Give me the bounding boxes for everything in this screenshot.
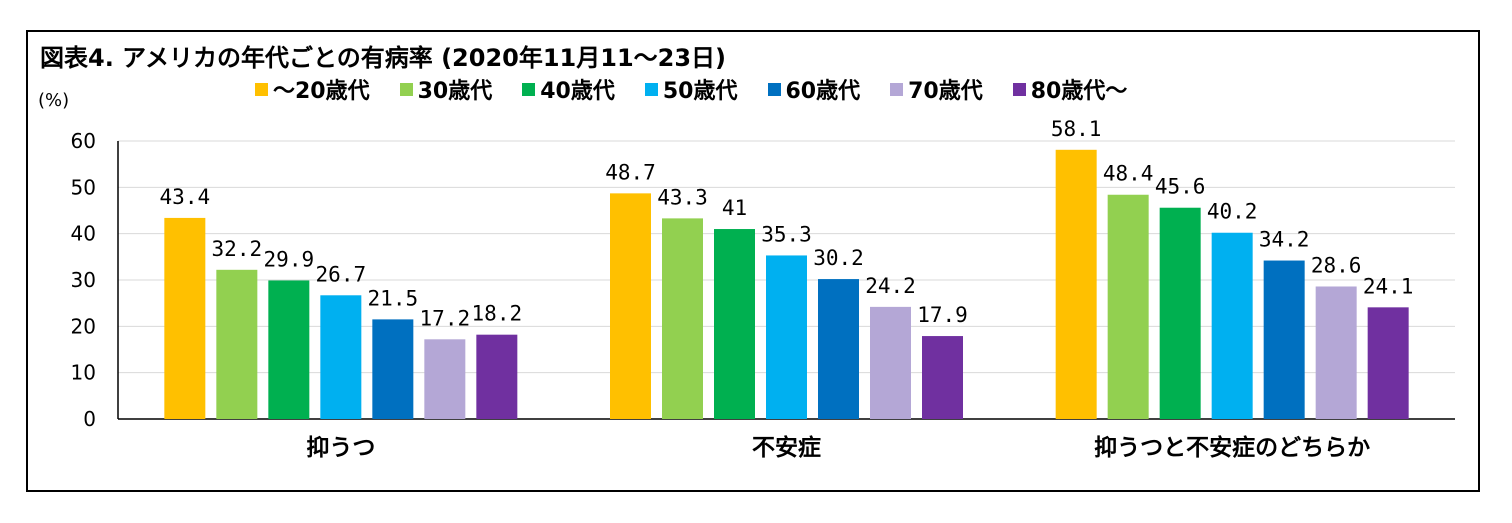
data-label: 58.1 — [1051, 117, 1102, 141]
data-label: 30.2 — [813, 246, 864, 270]
legend-item-6: 70歳代 — [890, 73, 983, 105]
bar — [476, 334, 518, 419]
data-label: 35.3 — [761, 222, 812, 246]
legend-label: 70歳代 — [908, 79, 983, 104]
bar — [1055, 149, 1097, 419]
legend-label: 50歳代 — [662, 79, 738, 104]
bar — [1107, 194, 1149, 419]
legend-label: 40歳代 — [540, 79, 615, 104]
bar — [610, 193, 651, 419]
data-label: 24.1 — [1363, 274, 1414, 298]
data-label: 32.2 — [212, 237, 263, 261]
data-label: 43.4 — [160, 185, 211, 209]
legend-swatch — [522, 82, 536, 96]
legend-swatch — [767, 82, 781, 96]
legend: ～20歳代 30歳代 40歳代 50歳代 60歳代 70歳代 80歳代～ — [255, 74, 1157, 104]
legend-item-3: 40歳代 — [522, 73, 615, 105]
y-tick-label: 30 — [71, 268, 96, 292]
data-label: 45.6 — [1155, 175, 1206, 199]
legend-swatch — [890, 82, 904, 96]
data-label: 28.6 — [1311, 253, 1362, 277]
legend-item-4: 50歳代 — [644, 73, 738, 105]
data-label: 48.4 — [1103, 162, 1154, 186]
data-label: 29.9 — [264, 247, 315, 271]
y-tick-label: 60 — [71, 129, 96, 153]
bar — [1315, 286, 1357, 419]
chart-title: 図表4. アメリカの年代ごとの有病率 (2020年11月11～23日) — [40, 44, 727, 72]
data-label: 40.2 — [1207, 200, 1258, 224]
x-category-label: 抑うつ — [306, 435, 375, 461]
bar — [268, 280, 310, 419]
legend-item-5: 60歳代 — [767, 73, 861, 105]
data-label: 43.3 — [657, 185, 708, 209]
legend-label: 80歳代～ — [1030, 79, 1128, 104]
legend-item-7: 80歳代～ — [1012, 73, 1128, 105]
legend-swatch — [399, 82, 413, 96]
bar — [320, 295, 362, 419]
data-label: 17.2 — [420, 306, 471, 330]
data-label: 21.5 — [368, 286, 419, 310]
y-tick-label: 50 — [71, 175, 96, 199]
legend-swatch — [1012, 82, 1026, 96]
data-label: 26.7 — [316, 262, 367, 286]
data-label: 41 — [722, 196, 747, 220]
bar — [922, 336, 963, 419]
data-label: 48.7 — [605, 160, 656, 184]
legend-label: 30歳代 — [417, 79, 493, 104]
y-unit-label: (%) — [38, 90, 70, 111]
bar — [1367, 307, 1409, 419]
bar — [424, 339, 466, 419]
bar — [1263, 260, 1305, 419]
data-label: 17.9 — [917, 303, 968, 327]
bar — [870, 306, 911, 419]
bar — [818, 279, 859, 419]
y-tick-label: 40 — [71, 222, 96, 246]
data-label: 18.2 — [472, 302, 523, 326]
legend-swatch — [255, 82, 268, 96]
bar — [662, 218, 703, 419]
x-category-label: 抑うつと不安症のどちらか — [1094, 434, 1370, 461]
legend-label: 60歳代 — [785, 79, 861, 104]
bar — [164, 217, 206, 419]
legend-item-2: 30歳代 — [399, 73, 493, 105]
data-label: 24.2 — [865, 274, 916, 298]
y-tick-label: 0 — [83, 407, 96, 431]
bar — [766, 255, 807, 419]
bar — [714, 229, 755, 419]
bar — [216, 269, 258, 419]
y-tick-label: 20 — [71, 314, 96, 338]
bar — [372, 319, 414, 419]
legend-label: ～20歳代 — [273, 79, 370, 104]
legend-swatch — [644, 82, 658, 96]
legend-item-1: ～20歳代 — [255, 73, 370, 105]
bar — [1159, 207, 1201, 419]
bar — [1211, 232, 1253, 419]
data-label: 34.2 — [1259, 228, 1310, 252]
y-tick-label: 10 — [71, 361, 96, 385]
x-category-label: 不安症 — [752, 434, 821, 461]
